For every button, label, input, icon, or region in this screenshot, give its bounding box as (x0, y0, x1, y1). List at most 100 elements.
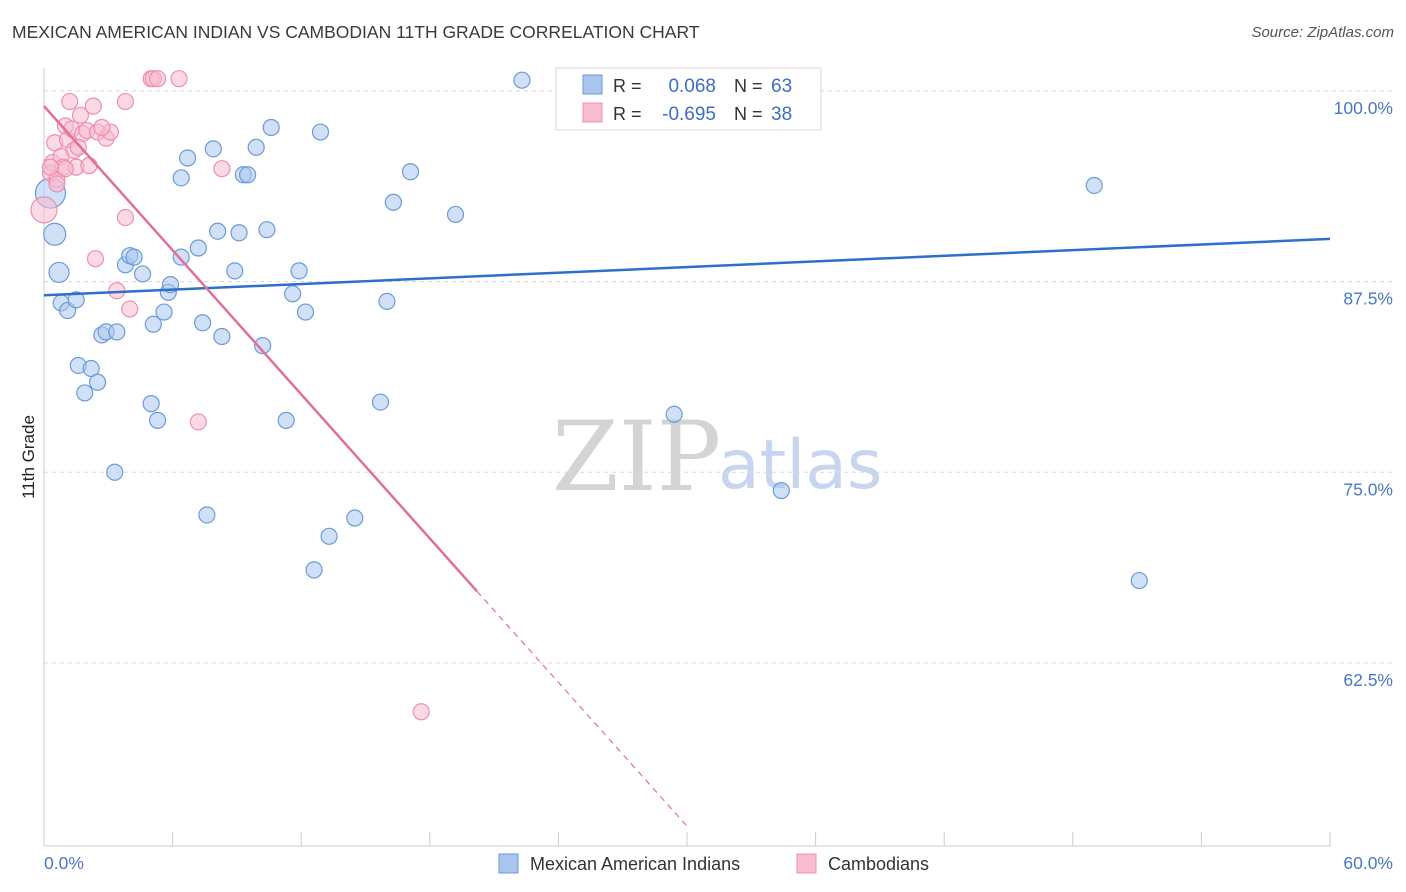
mexican-american-indians-points (34, 70, 1148, 590)
cambodians-point (84, 97, 102, 115)
cambodians-point (213, 160, 231, 178)
mexican-american-indians-point (108, 323, 126, 341)
mexican-american-indians-point (125, 248, 143, 266)
cambodians-point (80, 157, 98, 175)
mexican-american-indians-point (172, 169, 190, 187)
mexican-american-indians-point (209, 222, 227, 240)
legend-swatch-blue (582, 74, 603, 95)
mexican-american-indians-point (258, 221, 276, 239)
y-tick-label-0: 100.0% (1334, 98, 1393, 118)
mexican-american-indians-trend-line (43, 237, 1331, 297)
mexican-american-indians-point (513, 71, 531, 89)
mexican-american-indians-point (204, 140, 222, 158)
mexican-american-indians-point (311, 123, 330, 141)
mexican-american-indians-point (213, 327, 231, 346)
legend-r-value-2: -0.695 (662, 104, 716, 125)
cambodians-point (71, 106, 90, 124)
mexican-american-indians-point (179, 149, 197, 167)
mexican-american-indians-point (346, 509, 364, 527)
cambodians-point (121, 300, 139, 318)
cambodians-point (116, 208, 135, 227)
legend-n-value-2: 38 (771, 104, 792, 125)
legend-n-label-2: N = (734, 104, 763, 124)
mexican-american-indians-point (446, 205, 465, 224)
cambodians-point (86, 250, 105, 268)
mexican-american-indians-point (198, 506, 216, 524)
cambodians-point (56, 160, 75, 178)
cambodians-point (48, 175, 66, 193)
mexican-american-indians-point (239, 166, 257, 184)
mexican-american-indians-point (142, 395, 160, 413)
watermark: ZIP atlas (552, 401, 882, 513)
mexican-american-indians-point (144, 315, 162, 333)
cambodians-point (412, 703, 430, 721)
mexican-american-indians-point (290, 262, 308, 280)
cambodians-point (41, 158, 60, 176)
legend-r-label-2: R = (613, 104, 642, 124)
y-tick-labels: 100.0% 87.5% 75.0% 62.5% (1334, 98, 1393, 690)
x-tick-label-max: 60.0% (1343, 853, 1393, 873)
mexican-american-indians-point (230, 224, 248, 242)
watermark-atlas: atlas (718, 426, 882, 505)
series-legend-label-blue: Mexican American Indians (530, 854, 740, 874)
mexican-american-indians-point (1085, 176, 1103, 195)
mexican-american-indians-point (133, 265, 152, 283)
mexican-american-indians-point (189, 239, 207, 257)
trend-lines (43, 105, 1331, 827)
mexican-american-indians-point (665, 405, 683, 423)
cambodians-point (170, 70, 188, 88)
series-legend-swatch-pink (796, 853, 817, 874)
legend-swatch-pink (582, 102, 603, 123)
mexican-american-indians-point (284, 285, 302, 303)
cambodians-point (148, 70, 167, 88)
mexican-american-indians-point (384, 193, 402, 211)
mexican-american-indians-point (371, 393, 390, 411)
mexican-american-indians-point (67, 291, 85, 309)
mexican-american-indians-point (277, 411, 295, 429)
mexican-american-indians-point (148, 411, 167, 429)
cambodians-point (93, 118, 111, 137)
x-tick-label-min: 0.0% (44, 853, 84, 873)
mexican-american-indians-point (106, 463, 124, 481)
legend-r-value-1: 0.068 (668, 76, 716, 97)
mexican-american-indians-point (378, 292, 396, 310)
cambodians-point (69, 138, 87, 156)
mexican-american-indians-point (305, 561, 323, 579)
mexican-american-indians-point (296, 303, 315, 321)
cambodians-point (116, 92, 135, 111)
mexican-american-indians-point (320, 527, 338, 545)
correlation-legend: R = 0.068 N = 63 R = -0.695 N = 38 (555, 67, 822, 131)
mexican-american-indians-point (76, 384, 94, 402)
cambodians-point (61, 92, 79, 111)
cambodians-point (189, 413, 207, 431)
mexican-american-indians-point (226, 262, 244, 280)
y-tick-label-3: 62.5% (1343, 670, 1393, 690)
cambodians-trend-line (43, 105, 478, 593)
cambodians-trend-line-extension (476, 590, 688, 827)
chart-title: MEXICAN AMERICAN INDIAN VS CAMBODIAN 11T… (12, 22, 700, 42)
mexican-american-indians-point (172, 248, 190, 266)
cambodians-points (30, 70, 430, 721)
x-tick-labels: 0.0% 60.0% (44, 853, 1393, 873)
mexican-american-indians-point (254, 337, 272, 355)
mexican-american-indians-point (194, 314, 212, 332)
legend-n-value-1: 63 (771, 76, 792, 97)
mexican-american-indians-point (82, 359, 100, 378)
legend-r-label-1: R = (613, 76, 642, 96)
mexican-american-indians-point (772, 481, 790, 500)
mexican-american-indians-point (401, 163, 420, 181)
chart-source: Source: ZipAtlas.com (1251, 24, 1394, 41)
legend-n-label-1: N = (734, 76, 763, 96)
mexican-american-indians-point (88, 373, 107, 391)
series-legend-label-pink: Cambodians (828, 854, 929, 874)
mexican-american-indians-point (155, 303, 173, 321)
cambodians-point (30, 196, 58, 224)
mexican-american-indians-point (247, 138, 265, 156)
y-axis-title: 11th Grade (19, 415, 38, 499)
y-tick-label-1: 87.5% (1343, 289, 1393, 309)
mexican-american-indians-point (262, 118, 280, 137)
mexican-american-indians-point (48, 261, 70, 284)
series-legend: Mexican American Indians Cambodians (498, 853, 929, 874)
mexican-american-indians-point (43, 222, 67, 246)
mexican-american-indians-point (1130, 571, 1148, 590)
